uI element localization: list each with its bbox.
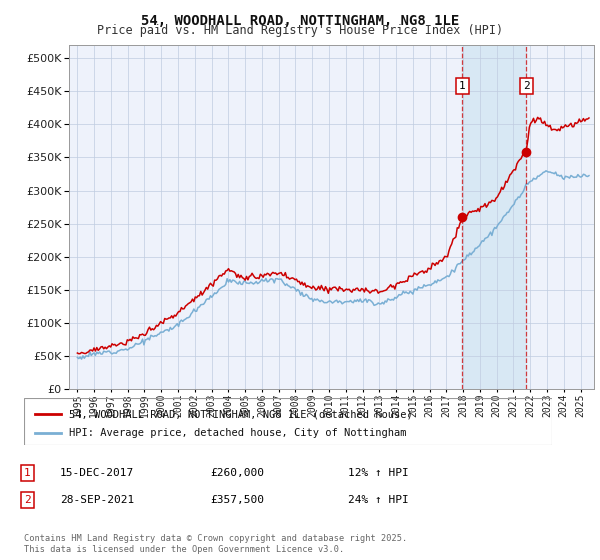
Bar xyxy=(463,45,526,389)
Text: 24% ↑ HPI: 24% ↑ HPI xyxy=(348,495,409,505)
Text: HPI: Average price, detached house, City of Nottingham: HPI: Average price, detached house, City… xyxy=(69,428,406,438)
Text: 2: 2 xyxy=(523,81,529,91)
Text: 54, WOODHALL ROAD, NOTTINGHAM, NG8 1LE (detached house): 54, WOODHALL ROAD, NOTTINGHAM, NG8 1LE (… xyxy=(69,409,413,419)
Text: 1: 1 xyxy=(459,81,466,91)
Text: £260,000: £260,000 xyxy=(210,468,264,478)
Text: 12% ↑ HPI: 12% ↑ HPI xyxy=(348,468,409,478)
Text: £357,500: £357,500 xyxy=(210,495,264,505)
Text: Contains HM Land Registry data © Crown copyright and database right 2025.
This d: Contains HM Land Registry data © Crown c… xyxy=(24,534,407,554)
Text: 1: 1 xyxy=(24,468,31,478)
Text: 28-SEP-2021: 28-SEP-2021 xyxy=(60,495,134,505)
Text: Price paid vs. HM Land Registry's House Price Index (HPI): Price paid vs. HM Land Registry's House … xyxy=(97,24,503,37)
Text: 15-DEC-2017: 15-DEC-2017 xyxy=(60,468,134,478)
Text: 54, WOODHALL ROAD, NOTTINGHAM, NG8 1LE: 54, WOODHALL ROAD, NOTTINGHAM, NG8 1LE xyxy=(141,14,459,28)
Text: 2: 2 xyxy=(24,495,31,505)
